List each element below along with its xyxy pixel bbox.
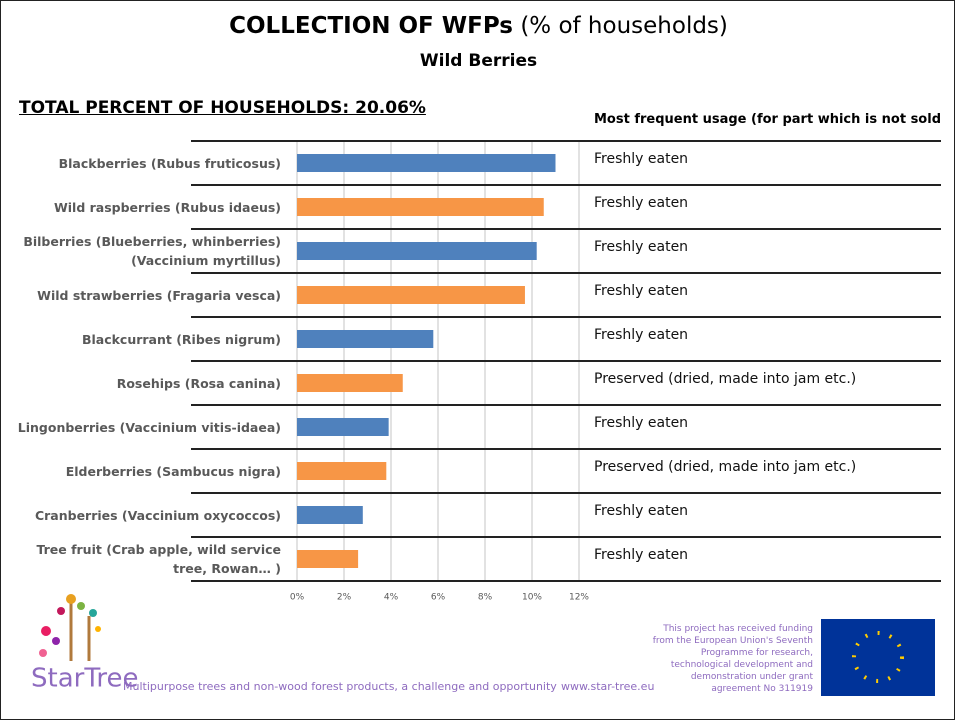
category-label: Lingonberries (Vaccinium vitis-idaea): [17, 419, 281, 435]
usage-label: Freshly eaten: [594, 547, 689, 563]
title-unit: (% of households): [520, 13, 728, 39]
bar: [297, 198, 544, 216]
bar: [297, 506, 363, 524]
category-label: Elderberries (Sambucus nigra): [65, 463, 281, 479]
url: www.star-tree.eu: [561, 680, 654, 693]
category-label: Bilberries (Blueberries, whinberries) (V…: [23, 234, 281, 268]
title-block: COLLECTION OF WFPs (% of households): [1, 13, 954, 39]
total-label: TOTAL PERCENT OF HOUSEHOLDS: 20.06%: [19, 98, 426, 118]
x-tick-label: 8%: [478, 593, 493, 603]
bar: [297, 330, 434, 348]
tagline: Multipurpose trees and non-wood forest p…: [123, 680, 557, 693]
bar: [297, 286, 525, 304]
subtitle: Wild Berries: [419, 51, 538, 71]
usage-label: Preserved (dried, made into jam etc.): [594, 371, 857, 387]
usage-label: Preserved (dried, made into jam etc.): [594, 459, 857, 475]
x-tick-label: 0%: [290, 593, 305, 603]
usage-label: Freshly eaten: [594, 195, 689, 211]
logo-text: StarTree: [31, 664, 139, 694]
category-label: Rosehips (Rosa canina): [116, 375, 281, 391]
logo-icon: [39, 594, 101, 661]
x-tick-label: 12%: [569, 593, 589, 603]
bar: [297, 418, 389, 436]
category-label: Blackberries (Rubus fruticosus): [58, 155, 281, 171]
category-label: Blackcurrant (Ribes nigrum): [81, 331, 281, 347]
bar: [297, 550, 359, 568]
eu-flag: [821, 619, 935, 696]
usage-label: Freshly eaten: [594, 151, 689, 167]
usage-label: Freshly eaten: [594, 415, 689, 431]
x-tick-label: 4%: [384, 593, 399, 603]
x-tick-label: 6%: [431, 593, 446, 603]
category-label: Wild strawberries (Fragaria vesca): [37, 287, 281, 303]
chart-title: COLLECTION OF WFPs: [229, 13, 513, 39]
x-tick-label: 2%: [337, 593, 352, 603]
usage-header: Most frequent usage (for part which is n…: [594, 112, 941, 127]
bar: [297, 462, 387, 480]
category-label: Cranberries (Vaccinium oxycoccos): [34, 507, 281, 523]
usage-label: Freshly eaten: [594, 283, 689, 299]
funding-note: This project has received funding from t…: [652, 624, 813, 694]
bar: [297, 154, 556, 172]
category-label: Wild raspberries (Rubus idaeus): [53, 199, 281, 215]
bar: [297, 242, 537, 260]
usage-label: Freshly eaten: [594, 327, 689, 343]
category-label: Tree fruit (Crab apple, wild service tre…: [36, 542, 281, 576]
usage-label: Freshly eaten: [594, 503, 689, 519]
x-tick-label: 10%: [522, 593, 542, 603]
usage-label: Freshly eaten: [594, 239, 689, 255]
bar: [297, 374, 403, 392]
